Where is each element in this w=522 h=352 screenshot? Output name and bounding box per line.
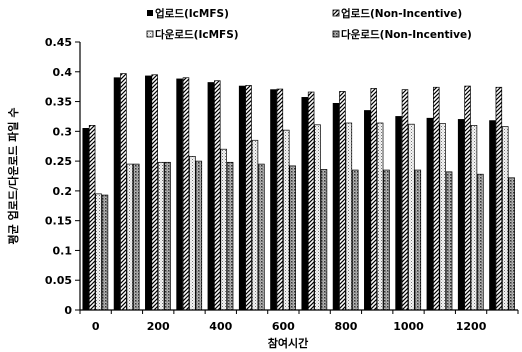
x-axis-title: 참여시간 xyxy=(268,336,308,350)
legend-item-download-icmfs: 다운로드(IcMFS) xyxy=(146,28,239,41)
y-tick-label: 0.45 xyxy=(45,36,72,49)
bar xyxy=(195,160,203,311)
legend-label: 다운로드(IcMFS) xyxy=(155,28,239,41)
bar xyxy=(226,161,234,311)
bar xyxy=(145,75,152,311)
bar xyxy=(364,110,371,311)
bars xyxy=(82,73,515,311)
bar xyxy=(301,97,308,311)
bar xyxy=(332,102,340,311)
bar xyxy=(495,86,503,311)
y-tick-label: 0.2 xyxy=(53,185,73,198)
legend-swatch xyxy=(147,10,153,16)
bar xyxy=(433,86,440,311)
bar xyxy=(113,77,121,311)
bar xyxy=(464,85,471,311)
x-tick-label: 600 xyxy=(272,320,295,333)
bar xyxy=(220,148,227,311)
bar xyxy=(351,169,359,311)
bar xyxy=(126,163,134,311)
bar xyxy=(376,122,384,311)
y-tick-label: 0.25 xyxy=(45,155,72,168)
legend-label: 업로드(IcMFS) xyxy=(155,7,229,20)
bar xyxy=(489,120,496,311)
bar xyxy=(251,139,259,311)
y-tick-label: 0.1 xyxy=(53,244,73,257)
bar xyxy=(214,80,221,311)
bar xyxy=(289,165,296,311)
bar xyxy=(164,161,171,311)
y-tick-label: 0.05 xyxy=(45,274,72,287)
bar xyxy=(395,116,402,311)
bar xyxy=(238,85,246,311)
bar xyxy=(270,89,277,311)
bar xyxy=(508,177,515,311)
x-axis: 0 200 400 600 800 1000 1200 xyxy=(79,310,519,333)
axis-lines xyxy=(79,42,518,311)
legend-swatch xyxy=(146,30,154,38)
y-tick-label: 0.3 xyxy=(53,125,73,138)
bar xyxy=(401,89,409,311)
x-tick-label: 0 xyxy=(92,320,100,333)
bar xyxy=(414,169,422,311)
bar xyxy=(82,128,89,311)
y-tick-label: 0.15 xyxy=(45,215,72,228)
legend-swatch xyxy=(332,9,340,17)
legend-label: 다운로드(Non-Incentive) xyxy=(341,28,472,41)
y-axis: 0 0.05 0.1 0.15 0.2 0.25 0.3 0.35 0.4 0.45 xyxy=(45,36,80,317)
bar xyxy=(470,125,478,311)
bar xyxy=(182,77,190,311)
legend-swatch xyxy=(332,30,340,38)
bar xyxy=(339,91,346,311)
bar xyxy=(101,194,109,311)
bar xyxy=(345,122,353,311)
bar xyxy=(176,78,183,311)
y-tick-label: 0.35 xyxy=(45,96,72,109)
bar xyxy=(314,124,321,311)
legend-item-upload-non-incentive: 업로드(Non-Incentive) xyxy=(332,7,462,20)
bar xyxy=(276,88,284,311)
bar xyxy=(283,129,290,311)
bar xyxy=(408,123,415,311)
bar xyxy=(426,117,434,311)
bar xyxy=(439,123,446,311)
bar xyxy=(320,169,328,311)
legend-item-upload-icmfs: 업로드(IcMFS) xyxy=(147,7,229,20)
x-tick-label: 200 xyxy=(147,320,170,333)
bar xyxy=(457,119,465,311)
x-tick-label: 400 xyxy=(209,320,232,333)
bar xyxy=(258,163,265,311)
bar xyxy=(95,193,102,311)
legend-item-download-non-incentive: 다운로드(Non-Incentive) xyxy=(332,28,472,41)
bar xyxy=(207,82,215,311)
bar xyxy=(151,74,158,311)
bar xyxy=(370,88,377,311)
bar xyxy=(383,169,390,311)
y-tick-label: 0 xyxy=(64,304,72,317)
y-tick-label: 0.4 xyxy=(53,66,73,79)
bar xyxy=(477,173,484,311)
x-tick-label: 800 xyxy=(334,320,357,333)
y-axis-title: 평균 업로드/다운로드 파일 수 xyxy=(6,108,20,245)
legend-label: 업로드(Non-Incentive) xyxy=(341,7,462,20)
bar xyxy=(245,85,252,311)
bar xyxy=(502,126,509,311)
bar xyxy=(157,161,165,311)
legend: 업로드(IcMFS) 업로드(Non-Incentive) 다운로드(IcMFS… xyxy=(146,7,472,41)
bar xyxy=(445,171,453,311)
bar xyxy=(189,155,196,311)
x-tick-label: 1000 xyxy=(393,320,424,333)
bar xyxy=(307,91,315,311)
bar xyxy=(120,73,127,311)
x-tick-label: 1200 xyxy=(456,320,487,333)
bar xyxy=(88,125,96,311)
bar xyxy=(132,163,140,311)
